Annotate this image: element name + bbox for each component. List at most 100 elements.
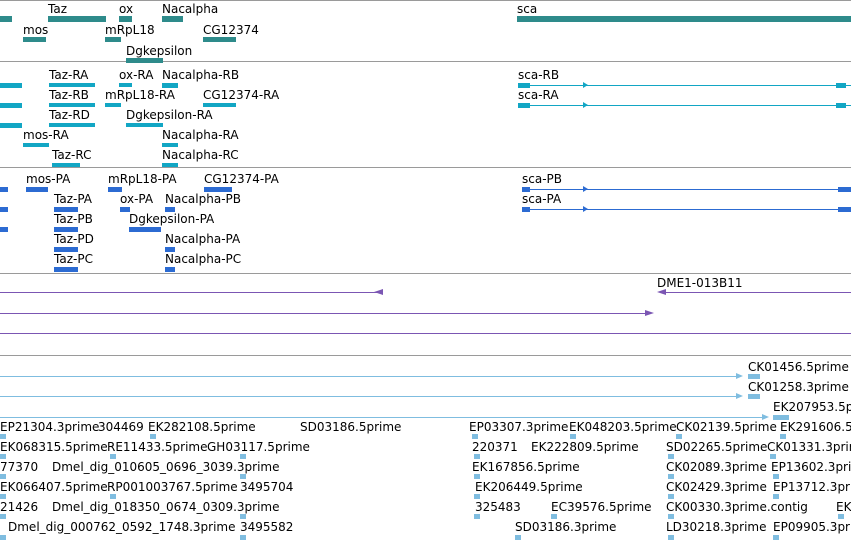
est-label[interactable]: CK01258.3prime xyxy=(748,380,849,394)
transcript-label[interactable]: ox-RA xyxy=(119,68,154,82)
est-feature[interactable] xyxy=(0,434,6,439)
transcript-feature[interactable] xyxy=(52,163,80,167)
gene-feature[interactable] xyxy=(162,16,183,22)
est-label[interactable]: EK048203.5prime xyxy=(569,420,677,434)
protein-feature[interactable] xyxy=(522,207,530,212)
gene-label[interactable]: ox xyxy=(119,2,134,16)
transcript-label[interactable]: Nacalpha-RC xyxy=(162,148,239,162)
protein-label[interactable]: Taz-PB xyxy=(54,212,93,226)
protein-feature[interactable] xyxy=(0,227,8,232)
est-label[interactable]: 220371 xyxy=(472,440,518,454)
protein-feature[interactable] xyxy=(522,187,530,192)
gene-feature[interactable] xyxy=(517,16,851,22)
est-feature[interactable] xyxy=(748,394,760,399)
est-feature[interactable] xyxy=(0,376,740,377)
est-label[interactable]: 325483 xyxy=(475,500,521,514)
transcript-label[interactable]: sca-RA xyxy=(518,88,559,102)
est-feature[interactable] xyxy=(570,434,576,439)
transcript-feature[interactable] xyxy=(105,103,121,107)
protein-label[interactable]: mos-PA xyxy=(26,172,71,186)
est-label[interactable]: RP001003767.5prime xyxy=(107,480,238,494)
protein-label[interactable]: Taz-PD xyxy=(54,232,94,246)
est-feature[interactable] xyxy=(668,474,674,479)
est-label[interactable]: LD30218.3prime xyxy=(666,520,767,534)
transcript-feature[interactable] xyxy=(119,83,132,87)
gene-label[interactable]: Nacalpha xyxy=(162,2,219,16)
est-label[interactable]: SD03186.5prime xyxy=(300,420,402,434)
transcript-feature[interactable] xyxy=(518,83,530,88)
transcript-label[interactable]: mos-RA xyxy=(23,128,69,142)
est-feature[interactable] xyxy=(0,514,6,519)
protein-feature[interactable] xyxy=(120,207,130,212)
transcript-label[interactable]: mRpL18-RA xyxy=(105,88,175,102)
protein-label[interactable]: Nacalpha-PC xyxy=(165,252,242,266)
protein-feature[interactable] xyxy=(165,247,175,252)
transcript-label[interactable]: sca-RB xyxy=(518,68,560,82)
clone-label[interactable]: DME1-013B11 xyxy=(657,276,743,290)
gene-feature[interactable] xyxy=(23,37,46,42)
est-label[interactable]: CK01456.5prime xyxy=(748,360,849,374)
est-label[interactable]: SD02265.5prime xyxy=(666,440,768,454)
gene-feature[interactable] xyxy=(0,16,12,22)
est-feature[interactable] xyxy=(0,454,6,459)
est-label[interactable]: CK00330.3prime.contig xyxy=(666,500,808,514)
est-label[interactable]: EP21304.3prime xyxy=(0,420,100,434)
protein-feature[interactable] xyxy=(204,187,232,192)
transcript-feature[interactable] xyxy=(518,103,530,108)
est-feature[interactable] xyxy=(150,434,156,439)
est-label[interactable]: EK222809.5prime xyxy=(531,440,639,454)
gene-feature[interactable] xyxy=(48,16,106,22)
transcript-label[interactable]: Nacalpha-RA xyxy=(162,128,239,142)
protein-label[interactable]: CG12374-PA xyxy=(204,172,279,186)
protein-feature[interactable] xyxy=(165,207,175,212)
transcript-feature[interactable] xyxy=(126,123,163,127)
est-label[interactable]: 304469 xyxy=(98,420,144,434)
transcript-feature[interactable] xyxy=(162,83,178,88)
transcript-label[interactable]: Taz-RC xyxy=(52,148,92,162)
transcript-feature[interactable] xyxy=(836,83,846,88)
protein-feature[interactable] xyxy=(0,207,8,212)
protein-label[interactable]: Taz-PC xyxy=(54,252,93,266)
est-feature[interactable] xyxy=(515,535,521,540)
est-feature[interactable] xyxy=(240,474,246,479)
est-label[interactable]: EP13602.3prime xyxy=(771,460,851,474)
est-label[interactable]: CK01331.3prime xyxy=(767,440,851,454)
est-label[interactable]: EC39576.5prime xyxy=(551,500,652,514)
est-feature[interactable] xyxy=(668,454,674,459)
est-feature[interactable] xyxy=(676,434,682,439)
est-feature[interactable] xyxy=(110,454,116,459)
est-feature[interactable] xyxy=(0,474,6,479)
est-feature[interactable] xyxy=(0,396,740,397)
est-label[interactable]: EP03307.3prime xyxy=(469,420,569,434)
est-feature[interactable] xyxy=(240,454,246,459)
protein-feature[interactable] xyxy=(54,227,78,232)
est-label[interactable]: Dmel_dig_010605_0696_3039.3prime xyxy=(52,460,280,474)
protein-label[interactable]: Nacalpha-PB xyxy=(165,192,241,206)
protein-label[interactable]: mRpL18-PA xyxy=(108,172,177,186)
protein-feature[interactable] xyxy=(54,207,78,212)
est-label[interactable]: EK282108.5prime xyxy=(148,420,256,434)
est-feature[interactable] xyxy=(474,514,480,519)
protein-feature[interactable] xyxy=(0,187,8,192)
gene-label[interactable]: Dgkepsilon xyxy=(126,44,193,58)
protein-feature[interactable] xyxy=(54,247,78,252)
est-feature[interactable] xyxy=(838,514,844,519)
gene-label[interactable]: CG12374 xyxy=(203,23,259,37)
gene-label[interactable]: mos xyxy=(23,23,49,37)
clone-feature[interactable] xyxy=(0,333,851,334)
est-label[interactable]: EK291606.5 xyxy=(780,420,851,434)
est-label[interactable]: EP09905.3prime xyxy=(773,520,851,534)
est-label[interactable]: GH03117.5prime xyxy=(207,440,310,454)
transcript-feature[interactable] xyxy=(0,123,22,128)
clone-feature[interactable] xyxy=(0,292,378,293)
protein-feature[interactable] xyxy=(129,227,161,232)
est-feature[interactable] xyxy=(472,434,478,439)
est-feature[interactable] xyxy=(770,454,776,459)
transcript-feature[interactable] xyxy=(162,163,178,167)
transcript-label[interactable]: Nacalpha-RB xyxy=(162,68,240,82)
protein-label[interactable]: Nacalpha-PA xyxy=(165,232,241,246)
est-label[interactable]: Dmel_dig_018350_0674_0309.3prime xyxy=(52,500,280,514)
est-feature[interactable] xyxy=(110,494,116,499)
protein-label[interactable]: ox-PA xyxy=(120,192,154,206)
est-feature[interactable] xyxy=(668,494,674,499)
